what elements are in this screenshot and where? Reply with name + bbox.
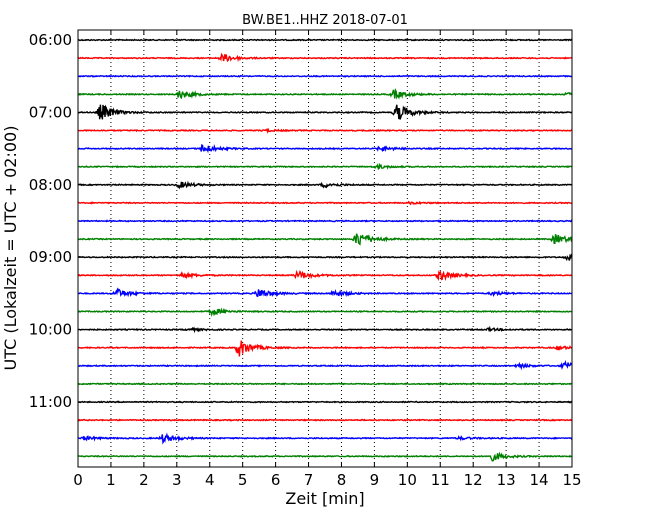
seismic-trace (77, 359, 573, 371)
x-tick-label: 5 (238, 471, 248, 489)
seismic-trace (77, 87, 573, 100)
axis-ticks: 0 1 2 3 4 5 6 7 8 9 10 11 12 13 14 1506:0007:0008:0009:… (29, 30, 582, 489)
x-tick-label: 11 (431, 471, 450, 489)
seismic-trace (77, 200, 573, 206)
seismic-trace (77, 233, 573, 246)
x-tick-label: 10 (398, 471, 417, 489)
seismic-trace (77, 74, 572, 78)
x-tick-label: 15 (562, 471, 581, 489)
seismic-trace (77, 400, 573, 404)
seismic-trace (77, 162, 573, 170)
grid-lines (110, 30, 540, 467)
y-axis-label: UTC (Lokalzeit = UTC + 02:00) (1, 126, 20, 371)
x-tick-label: 3 (172, 471, 182, 489)
x-tick-label: 13 (497, 471, 516, 489)
x-axis-label: Zeit [min] (285, 489, 364, 508)
seismic-trace (77, 219, 573, 223)
seismic-trace (77, 38, 573, 42)
seismic-trace (77, 451, 573, 462)
seismic-trace (77, 418, 573, 422)
seismic-trace (78, 382, 573, 386)
y-tick-label: 08:00 (29, 176, 72, 194)
x-tick-label: 6 (271, 471, 281, 489)
seismic-trace (77, 269, 573, 282)
x-tick-label: 8 (337, 471, 347, 489)
y-tick-label: 11:00 (29, 393, 72, 411)
seismic-trace (77, 340, 573, 357)
x-tick-label: 2 (139, 471, 149, 489)
x-tick-label: 14 (530, 471, 549, 489)
chart-title: BW.BE1..HHZ 2018-07-01 (242, 13, 408, 28)
seismic-trace (77, 180, 573, 190)
seismic-trace (78, 287, 573, 298)
seismic-trace (77, 253, 573, 262)
x-tick-label: 12 (464, 471, 483, 489)
y-tick-label: 10:00 (29, 321, 72, 339)
seismic-trace (78, 104, 573, 120)
y-tick-label: 06:00 (29, 31, 72, 49)
seismic-trace (77, 127, 573, 134)
x-tick-label: 0 (73, 471, 83, 489)
x-tick-label: 7 (304, 471, 314, 489)
x-tick-label: 1 (106, 471, 116, 489)
x-tick-label: 9 (370, 471, 380, 489)
seismic-traces (77, 38, 573, 462)
y-tick-label: 07:00 (29, 103, 72, 121)
seismic-trace (77, 432, 573, 445)
x-tick-label: 4 (205, 471, 215, 489)
seismic-trace (77, 325, 573, 334)
seismic-trace (77, 52, 573, 63)
y-tick-label: 09:00 (29, 248, 72, 266)
seismic-trace (77, 144, 573, 154)
seismic-trace (77, 307, 573, 318)
plot-frame (77, 29, 573, 468)
